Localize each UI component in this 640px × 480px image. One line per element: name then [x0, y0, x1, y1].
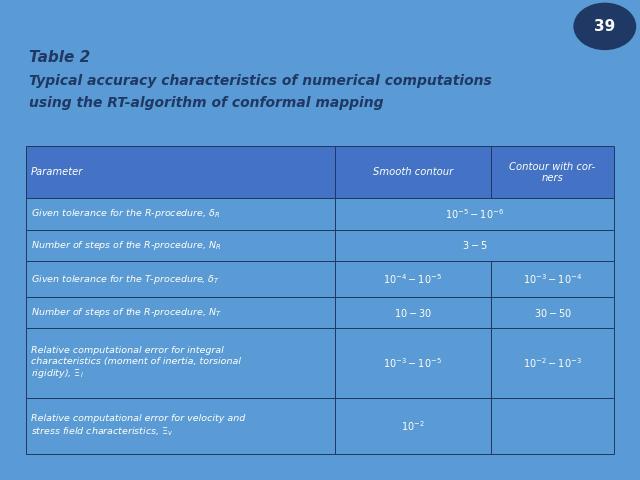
Bar — [335, 328, 491, 398]
Text: Smooth contour: Smooth contour — [372, 168, 453, 177]
Bar — [491, 398, 614, 454]
Text: Given tolerance for the R-procedure, $\delta_R$: Given tolerance for the R-procedure, $\d… — [31, 207, 220, 220]
Text: $10^{-4} - 10^{-5}$: $10^{-4} - 10^{-5}$ — [383, 272, 442, 286]
Text: Number of steps of the R-procedure, $N_T$: Number of steps of the R-procedure, $N_T… — [31, 306, 221, 319]
Bar — [335, 261, 491, 297]
Bar — [335, 146, 491, 198]
Text: $10^{-5} - 10^{-6}$: $10^{-5} - 10^{-6}$ — [445, 207, 504, 221]
Text: Typical accuracy characteristics of numerical computations: Typical accuracy characteristics of nume… — [29, 74, 492, 88]
Bar — [26, 198, 335, 230]
Bar — [491, 328, 614, 398]
Bar — [335, 198, 614, 230]
Bar — [26, 146, 335, 198]
Bar — [335, 398, 491, 454]
Text: $10^{-2}$: $10^{-2}$ — [401, 419, 424, 433]
Text: $30 - 50$: $30 - 50$ — [534, 307, 572, 319]
Circle shape — [574, 3, 636, 49]
Bar — [335, 297, 491, 328]
Text: $10^{-2} - 10^{-3}$: $10^{-2} - 10^{-3}$ — [523, 356, 582, 370]
Bar — [26, 261, 335, 297]
Bar — [335, 230, 614, 261]
Bar — [26, 297, 335, 328]
Text: Given tolerance for the T-procedure, $\delta_T$: Given tolerance for the T-procedure, $\d… — [31, 273, 220, 286]
Text: $10^{-3} - 10^{-5}$: $10^{-3} - 10^{-5}$ — [383, 356, 442, 370]
Bar — [26, 398, 335, 454]
Text: Relative computational error for velocity and
stress field characteristics, $\Xi: Relative computational error for velocit… — [31, 414, 245, 438]
Text: $10^{-3} - 10^{-4}$: $10^{-3} - 10^{-4}$ — [523, 272, 582, 286]
Bar — [26, 328, 335, 398]
Text: 39: 39 — [594, 19, 616, 34]
Bar — [491, 146, 614, 198]
Text: Relative computational error for integral
characteristics (moment of inertia, to: Relative computational error for integra… — [31, 346, 241, 380]
Text: Parameter: Parameter — [31, 168, 83, 177]
Text: Number of steps of the R-procedure, $N_R$: Number of steps of the R-procedure, $N_R… — [31, 239, 221, 252]
Text: Contour with cor-
ners: Contour with cor- ners — [509, 162, 596, 183]
Text: $10 - 30$: $10 - 30$ — [394, 307, 432, 319]
Text: $3 - 5$: $3 - 5$ — [462, 240, 487, 252]
Bar — [491, 297, 614, 328]
Text: using the RT-algorithm of conformal mapping: using the RT-algorithm of conformal mapp… — [29, 96, 383, 110]
Text: Table 2: Table 2 — [29, 50, 90, 65]
Bar — [26, 230, 335, 261]
Bar — [491, 261, 614, 297]
